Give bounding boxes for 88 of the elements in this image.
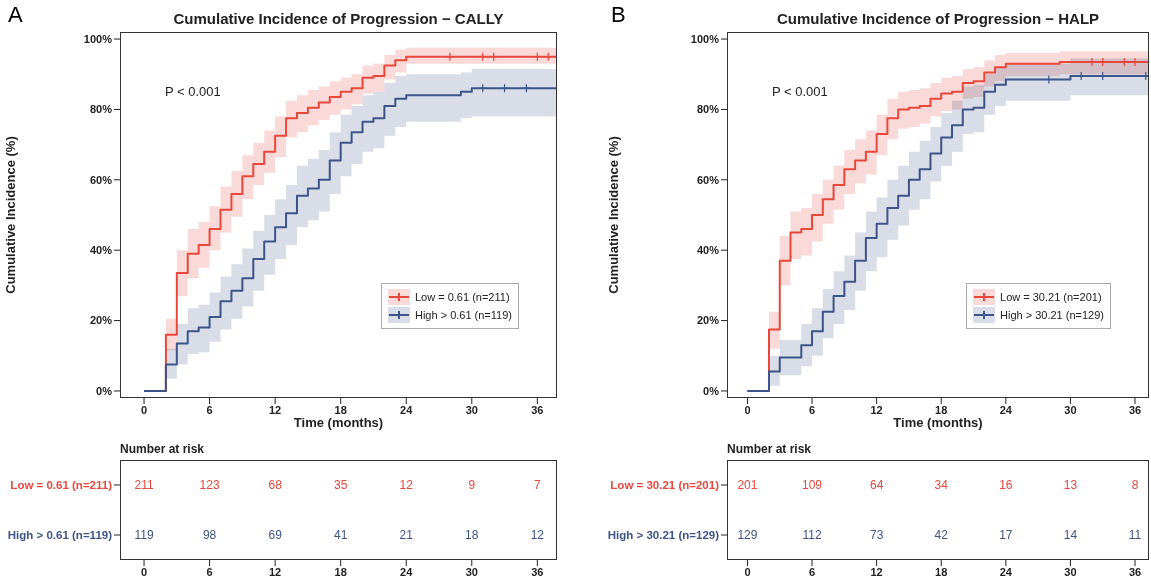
chart-title: Number at risk <box>120 442 205 456</box>
y-tick-label: 40% <box>696 244 720 257</box>
data-label: 18 <box>465 528 479 542</box>
data-label: 42 <box>934 528 949 542</box>
y-tick-label: Low = 0.61 (n=211) <box>10 479 113 491</box>
text: A <box>8 2 23 28</box>
data-label: 211 <box>134 478 154 492</box>
x-tick-label: 0 <box>744 403 751 416</box>
annotation: P < 0.001 <box>772 84 828 99</box>
x-tick-label: 6 <box>206 403 213 416</box>
data-label: 14 <box>1063 528 1078 542</box>
data-label: 201 <box>737 478 758 492</box>
data-label: 17 <box>999 528 1013 542</box>
x-tick-label: 6 <box>808 403 816 416</box>
x-tick-label: 12 <box>870 403 883 416</box>
x-tick-label: 24 <box>400 403 414 416</box>
data-label: 123 <box>199 478 220 492</box>
x-tick-label: 18 <box>334 403 347 416</box>
y-tick-label: 0% <box>703 384 720 397</box>
data-label: 98 <box>202 528 217 542</box>
text: B <box>611 2 626 28</box>
x-tick-label: 18 <box>334 565 347 578</box>
data-label: 34 <box>934 478 949 492</box>
legend-label: High > 30.21 (n=129) <box>1000 308 1104 321</box>
data-label: 8 <box>1131 478 1139 492</box>
y-tick-label: High > 30.21 (n=129) <box>607 529 720 541</box>
x-tick-label: 36 <box>1128 565 1142 578</box>
x-tick-label: 12 <box>269 565 282 578</box>
data-label: 64 <box>869 478 884 492</box>
x-tick-label: 36 <box>531 403 544 416</box>
y-tick-label: 0% <box>96 384 113 397</box>
chart-title: Number at risk <box>727 442 812 456</box>
y-tick-label: 100% <box>83 32 113 45</box>
x-tick-label: 0 <box>744 565 751 578</box>
x-tick-label: 12 <box>870 565 883 578</box>
x-tick-label: 36 <box>1128 403 1142 416</box>
y-tick-label: 100% <box>690 32 720 45</box>
data-label: 7 <box>533 478 541 492</box>
y-tick-label: 60% <box>696 173 720 186</box>
data-label: 129 <box>737 528 758 542</box>
y-tick-label: 40% <box>89 244 113 257</box>
annotation: P < 0.001 <box>165 84 221 99</box>
x-tick-label: 0 <box>140 565 148 578</box>
data-label: 12 <box>530 528 545 542</box>
data-label: 68 <box>268 478 283 492</box>
x-tick-label: 18 <box>935 403 948 416</box>
data-label: 119 <box>134 528 154 542</box>
y-tick-label: 20% <box>696 314 720 327</box>
x-tick-label: 6 <box>206 565 213 578</box>
x-axis-title: Time (months) <box>892 415 984 430</box>
data-label: 41 <box>334 528 348 542</box>
data-label: 12 <box>399 478 414 492</box>
x-tick-label: 30 <box>465 403 478 416</box>
x-tick-label: 6 <box>808 565 816 578</box>
x-tick-label: 0 <box>140 403 148 416</box>
data-label: 69 <box>268 528 283 542</box>
x-tick-label: 30 <box>1064 403 1077 416</box>
x-tick-label: 30 <box>465 565 478 578</box>
data-label: 35 <box>334 478 348 492</box>
y-axis-title: Cumulative Incidence (%) <box>2 136 18 294</box>
data-label: 21 <box>399 528 414 542</box>
x-axis-title: Time (months) <box>292 415 385 430</box>
y-tick-label: 80% <box>89 103 113 116</box>
data-label: 73 <box>869 528 884 542</box>
y-tick-label: 60% <box>89 173 113 186</box>
y-tick-label: Low = 30.21 (n=201) <box>610 479 720 491</box>
y-tick-label: 20% <box>89 314 113 327</box>
x-tick-label: 36 <box>531 565 544 578</box>
data-label: 109 <box>802 478 823 492</box>
data-label: 16 <box>999 478 1013 492</box>
x-tick-label: 24 <box>999 403 1013 416</box>
x-tick-label: 12 <box>269 403 282 416</box>
x-tick-label: 30 <box>1064 565 1077 578</box>
legend-label: Low = 0.61 (n=211) <box>414 290 510 303</box>
y-axis-title: Cumulative Incidence (%) <box>605 136 621 294</box>
legend-label: High > 0.61 (n=119) <box>414 308 512 321</box>
chart-title: Cumulative Incidence of Progression − HALP <box>775 10 1101 27</box>
data-label: 13 <box>1063 478 1078 492</box>
x-tick-label: 24 <box>400 565 414 578</box>
legend-label: Low = 30.21 (n=201) <box>1000 290 1102 303</box>
y-tick-label: 80% <box>696 103 720 116</box>
data-label: 11 <box>1128 528 1142 542</box>
y-tick-label: High > 0.61 (n=119) <box>7 529 113 541</box>
data-label: 9 <box>468 478 476 492</box>
x-tick-label: 18 <box>935 565 948 578</box>
x-tick-label: 24 <box>999 565 1013 578</box>
chart-title: Cumulative Incidence of Progression − CALLY <box>172 10 505 27</box>
data-label: 112 <box>802 528 822 542</box>
